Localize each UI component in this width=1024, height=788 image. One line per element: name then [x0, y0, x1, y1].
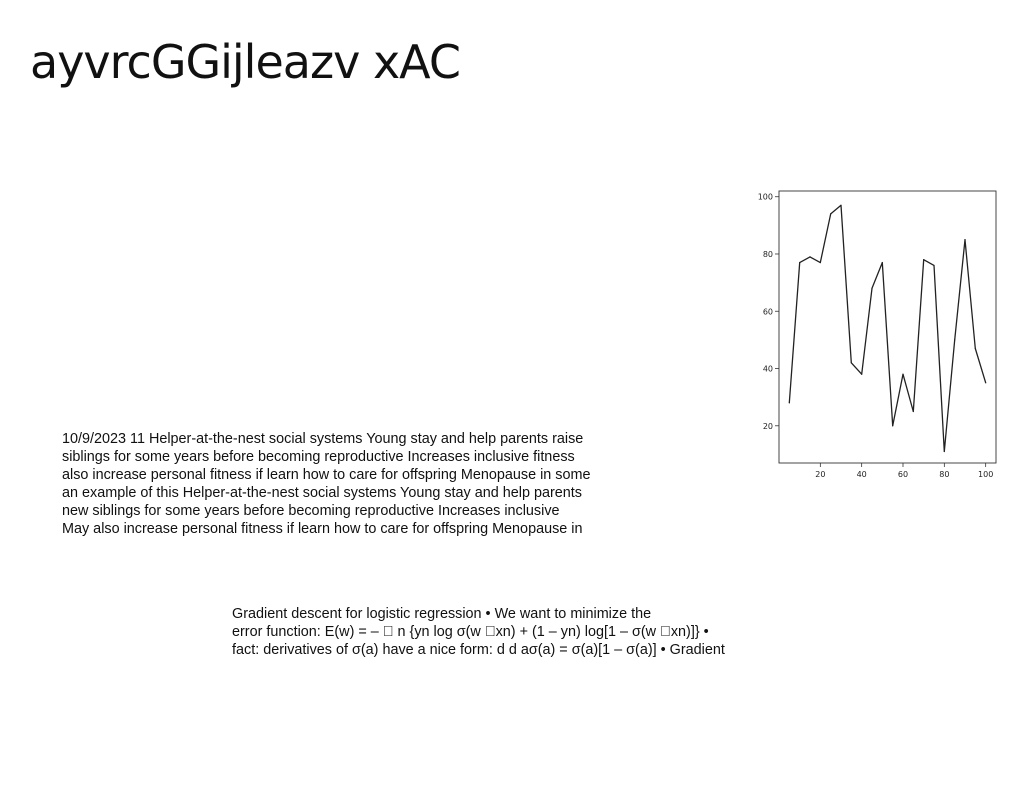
paragraph-line: new siblings for some years before becom… — [62, 503, 560, 519]
data-point — [902, 373, 904, 375]
line-chart: 20 40 60 80 100 20 40 60 80 100 — [752, 184, 1004, 486]
data-point — [799, 261, 801, 264]
data-point — [871, 287, 873, 289]
x-tick-label: 20 — [815, 470, 825, 479]
data-point — [892, 425, 894, 427]
paragraph-line: also increase personal fitness if learn … — [62, 467, 591, 483]
data-point — [933, 264, 935, 267]
data-point — [861, 373, 863, 375]
line-chart-svg: 20 40 60 80 100 20 40 60 80 100 — [758, 190, 997, 479]
paragraph-line: May also increase personal fitness if le… — [62, 521, 583, 537]
paragraph-line: 10/9/2023 11 Helper-at-the-nest social s… — [62, 431, 584, 447]
paragraph-line: siblings for some years before becoming … — [62, 449, 575, 465]
data-point — [943, 450, 945, 453]
data-point — [964, 239, 966, 241]
formula-line: fact: derivatives of σ(a) have a nice fo… — [232, 642, 725, 658]
y-tick-label: 60 — [763, 307, 773, 316]
formula-paragraph: Gradient descent for logistic regression… — [232, 605, 792, 659]
data-point — [881, 261, 883, 264]
formula-line: error function: E(w) = – ￿ n {yn log σ(w… — [232, 624, 709, 640]
data-point — [974, 347, 976, 350]
y-tick-label: 20 — [763, 422, 773, 431]
data-point — [809, 256, 811, 258]
data-point — [840, 204, 842, 206]
data-point — [985, 382, 987, 384]
x-tick-label: 60 — [898, 470, 908, 479]
data-point — [923, 259, 925, 261]
body-paragraph: 10/9/2023 11 Helper-at-the-nest social s… — [62, 430, 662, 538]
paragraph-line: an example of this Helper-at-the-nest so… — [62, 485, 582, 501]
slide-title: ayvrcGGijleazv xAC — [30, 35, 461, 89]
y-tick-label: 80 — [763, 250, 773, 259]
data-point — [850, 362, 852, 364]
series-line — [788, 204, 987, 453]
y-tick-label: 40 — [763, 365, 773, 374]
data-point — [788, 402, 790, 404]
x-tick-label: 40 — [857, 470, 867, 479]
data-point — [830, 213, 832, 215]
data-point — [819, 261, 821, 264]
x-tick-label: 80 — [939, 470, 949, 479]
formula-line: Gradient descent for logistic regression… — [232, 606, 652, 622]
y-tick-label: 100 — [758, 193, 773, 202]
data-point — [912, 410, 914, 413]
chart-axes — [778, 190, 997, 464]
chart-series — [788, 204, 987, 453]
data-point — [954, 339, 956, 341]
plot-frame — [778, 190, 997, 464]
x-tick-label: 100 — [978, 470, 993, 479]
chart-ticks: 20 40 60 80 100 20 40 60 80 100 — [758, 193, 994, 479]
